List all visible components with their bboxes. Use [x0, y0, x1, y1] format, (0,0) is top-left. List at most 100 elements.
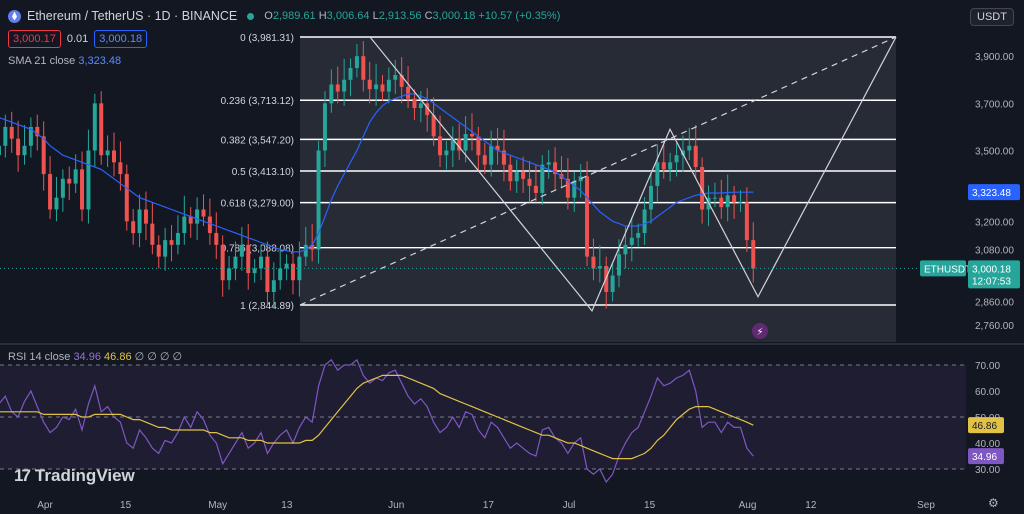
candle-body	[67, 178, 72, 184]
fib-retracement-zone	[300, 37, 896, 342]
candle-body	[374, 84, 379, 90]
candle-body	[99, 103, 104, 156]
candle-body	[489, 145, 494, 165]
symbol-title[interactable]: Ethereum / TetherUS · 1D · BINANCE	[27, 9, 238, 23]
time-axis-tick: 12	[805, 500, 817, 511]
time-axis-tick: 13	[281, 500, 293, 511]
candle-body	[297, 256, 302, 281]
candle-body	[725, 195, 730, 208]
fib-level-label: 1 (2,844.89)	[240, 301, 294, 312]
candle-body	[661, 162, 666, 170]
rsi-axis-tick: 30.00	[975, 465, 1000, 476]
candle-body	[246, 244, 251, 274]
candle-body	[163, 240, 168, 257]
candle-body	[623, 244, 628, 255]
candle-body	[642, 209, 647, 234]
candle-body	[143, 209, 148, 224]
rsi-axis-tick: 60.00	[975, 387, 1000, 398]
sma-indicator-label[interactable]: SMA 21 close 3,323.48	[8, 55, 122, 67]
buy-button[interactable]: 3,000.18	[94, 30, 148, 48]
candle-body	[629, 237, 634, 245]
rsi-indicator-label[interactable]: RSI 14 close 34.96 46.86 ∅ ∅ ∅ ∅	[8, 351, 183, 363]
candle-body	[431, 115, 436, 137]
candle-body	[316, 150, 321, 250]
price-axis-tick: 2,760.00	[975, 321, 1014, 332]
candle-body	[495, 145, 500, 151]
candle-body	[342, 79, 347, 92]
time-axis-tick: 15	[120, 500, 132, 511]
settings-icon[interactable]: ⚙	[988, 496, 999, 510]
fib-level-label: 0.618 (3,279.00)	[221, 199, 294, 210]
ticker-tag-text: ETHUSDT	[924, 264, 971, 275]
candle-body	[310, 244, 315, 250]
trend-dashed-line	[299, 36, 897, 306]
price-axis-tick: 2,860.00	[975, 297, 1014, 308]
candle-body	[386, 79, 391, 92]
candle-body	[585, 176, 590, 257]
candle-body	[175, 233, 180, 245]
time-axis-tick: May	[208, 500, 227, 511]
candle-body	[521, 171, 526, 179]
price-axis-tick: 3,900.00	[975, 52, 1014, 63]
candle-body	[469, 133, 474, 137]
candle-body	[124, 174, 129, 222]
price-axis	[966, 0, 1024, 514]
bid-ask-panel: 3,000.17 0.01 3,000.18	[8, 30, 148, 48]
candle-body	[354, 56, 359, 68]
candle-body	[60, 178, 65, 198]
candle-body	[367, 79, 372, 90]
candle-body	[636, 233, 641, 238]
price-axis-tick: 3,200.00	[975, 217, 1014, 228]
candle-body	[137, 209, 142, 234]
candle-body	[578, 176, 583, 182]
candle-body	[16, 138, 21, 156]
currency-button[interactable]: USDT	[970, 8, 1014, 26]
sma-price-tag	[968, 184, 1020, 201]
fib-level-label: 0.382 (3,547.20)	[221, 135, 294, 146]
time-axis-tick: 17	[483, 500, 495, 511]
candle-body	[553, 162, 558, 175]
candle-body	[399, 75, 404, 87]
price-axis-tick: 3,080.00	[975, 246, 1014, 257]
candle-body	[207, 216, 212, 234]
rsi-tag-text: 34.96	[972, 452, 997, 463]
candle-body	[591, 256, 596, 269]
candle-body	[290, 263, 295, 281]
price-axis-tick: 3,700.00	[975, 99, 1014, 110]
candle-body	[406, 86, 411, 99]
candle-body	[540, 164, 545, 193]
candle-body	[112, 150, 117, 163]
candle-body	[508, 164, 513, 182]
sma-line	[0, 93, 754, 253]
candle-body	[0, 145, 1, 156]
candle-body	[533, 185, 538, 193]
candle-body	[329, 84, 334, 104]
candle-body	[712, 197, 717, 199]
sell-button[interactable]: 3,000.17	[8, 30, 61, 48]
candle-body	[597, 266, 602, 269]
candle-body	[22, 145, 27, 156]
candle-body	[744, 202, 749, 241]
event-icon	[752, 323, 768, 339]
candle-body	[214, 233, 219, 245]
candle-body	[514, 171, 519, 182]
ohlc-readout: O2,989.61 H3,006.64 L2,913.56 C3,000.18 …	[264, 10, 561, 22]
candle-body	[444, 150, 449, 156]
candle-body	[335, 84, 340, 92]
candle-body	[195, 209, 200, 224]
rsi-axis-tick: 40.00	[975, 439, 1000, 450]
spread-value: 0.01	[66, 33, 89, 45]
candle-body	[457, 138, 462, 151]
ticker-tag	[920, 260, 966, 277]
candle-body	[348, 67, 353, 80]
candle-body	[35, 126, 40, 137]
candle-body	[418, 103, 423, 109]
pattern-zigzag-line	[369, 36, 897, 313]
candle-body	[169, 240, 174, 245]
candle-body	[425, 103, 430, 116]
candle-body	[322, 103, 327, 151]
time-axis-tick: Sep	[917, 500, 935, 511]
candle-body	[719, 197, 724, 208]
candle-body	[156, 244, 161, 257]
